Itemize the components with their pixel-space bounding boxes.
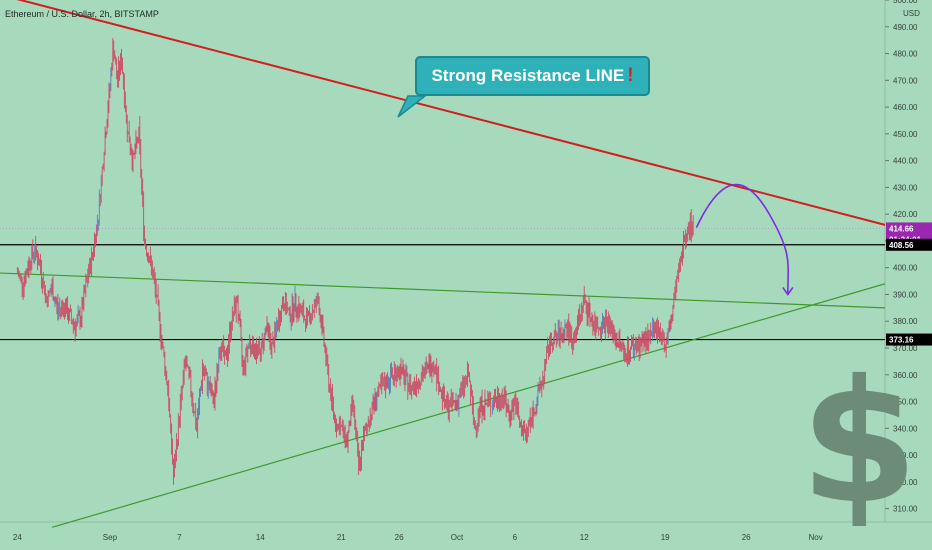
resistance-trend-line [16, 0, 886, 226]
y-tick-label: 490.00 [893, 23, 918, 32]
x-tick-label: Nov [808, 533, 822, 542]
x-tick-label: 21 [337, 533, 346, 542]
x-tick-label: 6 [513, 533, 518, 542]
y-tick-label: 340.00 [893, 424, 918, 433]
currency-label: USD [903, 9, 920, 18]
y-tick-label: 310.00 [893, 505, 918, 514]
y-tick-label: 450.00 [893, 130, 918, 139]
x-tick-label: 24 [13, 533, 22, 542]
y-tick-label: 470.00 [893, 76, 918, 85]
price-axis-panel [885, 0, 932, 550]
lower-green-trend-line [51, 283, 886, 528]
resistance-callout: Strong Resistance LINE ! [415, 56, 650, 96]
x-tick-label: 14 [256, 533, 265, 542]
x-tick-label: 7 [177, 533, 182, 542]
dollar-sign-icon: $ [800, 344, 919, 542]
projection-arrow-head [782, 286, 794, 296]
price-tag-box [886, 222, 932, 235]
y-tick-label: 460.00 [893, 103, 918, 112]
callout-text: Strong Resistance LINE [431, 66, 625, 85]
x-tick-label: 12 [580, 533, 589, 542]
price-tag-box [886, 238, 932, 251]
price-tag-label: 373.16 [889, 336, 914, 345]
upper-green-trend-line [0, 272, 886, 309]
chart-title: Ethereum / U.S. Dollar, 2h, BITSTAMP [5, 9, 159, 19]
exclamation-icon: ! [627, 65, 634, 86]
callout-pointer [397, 95, 428, 118]
y-tick-label: 400.00 [893, 264, 918, 273]
projection-arrow [695, 183, 789, 295]
candles-group [16, 38, 694, 485]
x-tick-label: Oct [451, 533, 464, 542]
y-tick-label: 390.00 [893, 290, 918, 299]
y-tick-label: 380.00 [893, 317, 918, 326]
y-tick-label: 480.00 [893, 50, 918, 59]
x-tick-label: Sep [103, 533, 118, 542]
y-tick-label: 330.00 [893, 451, 918, 460]
y-tick-label: 430.00 [893, 183, 918, 192]
x-tick-label: 19 [661, 533, 670, 542]
y-tick-label: 500.00 [893, 0, 918, 5]
price-tag-box [886, 333, 932, 346]
x-tick-label: 26 [742, 533, 751, 542]
y-tick-label: 360.00 [893, 371, 918, 380]
callout-box: Strong Resistance LINE ! [415, 56, 650, 96]
y-tick-label: 350.00 [893, 398, 918, 407]
x-tick-label: 26 [395, 533, 404, 542]
y-tick-label: 370.00 [893, 344, 918, 353]
y-tick-label: 420.00 [893, 210, 918, 219]
price-tag-label: 414.66 [889, 224, 914, 233]
y-tick-label: 440.00 [893, 157, 918, 166]
y-tick-label: 320.00 [893, 478, 918, 487]
price-tag-label: 408.56 [889, 241, 914, 250]
